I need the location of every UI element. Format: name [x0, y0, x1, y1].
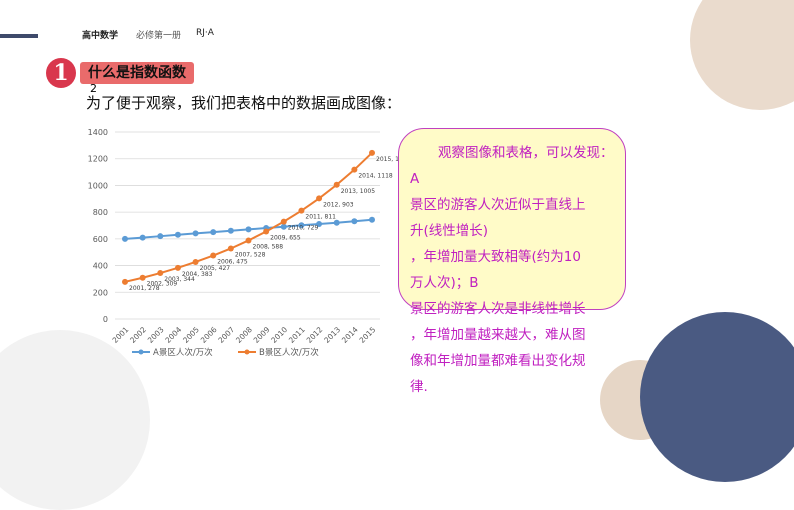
header-book: 必修第一册: [136, 31, 182, 41]
note-line: 景区的游客人次近似于直线上: [410, 197, 586, 213]
legend-label: A景区人次/万次: [153, 347, 213, 358]
x-tick-label: 2013: [322, 325, 342, 345]
x-tick-label: 2010: [269, 325, 289, 345]
legend-marker: [138, 349, 144, 355]
data-point: [122, 235, 128, 242]
x-tick-label: 2003: [146, 325, 166, 345]
data-point: [369, 216, 375, 223]
data-point: [298, 222, 305, 229]
note-line: 像和年增加量都难看出变化规: [410, 353, 586, 369]
note-line: 万人次)；B: [410, 275, 479, 291]
x-tick-label: 2015: [358, 325, 378, 345]
data-label: 2009, 655: [270, 235, 301, 242]
decor-circle-beige: [690, 0, 794, 110]
top-accent-bar: [0, 34, 38, 38]
y-tick-label: 1200: [88, 155, 108, 164]
legend-marker: [244, 349, 250, 355]
data-label: 2012, 903: [323, 201, 354, 208]
note-line: ，年增加量越来越大，难从图: [410, 327, 586, 343]
y-tick-label: 1400: [88, 128, 108, 137]
y-tick-label: 200: [93, 288, 108, 297]
header-edition: RJ·A: [196, 28, 214, 38]
data-label: 2004, 383: [182, 271, 213, 278]
y-tick-label: 1000: [88, 181, 108, 190]
x-tick-label: 2001: [111, 325, 131, 345]
data-label: 2003, 344: [164, 276, 195, 283]
data-point: [298, 207, 305, 214]
stray-mark: 2: [90, 82, 97, 95]
data-point: [263, 228, 270, 235]
data-label: 2010, 729: [288, 225, 319, 232]
note-line: 升(线性增长): [410, 223, 489, 239]
data-point: [245, 237, 252, 244]
data-point: [210, 252, 217, 259]
data-point: [351, 218, 358, 225]
data-point: [139, 234, 146, 241]
data-point: [333, 219, 340, 226]
data-point: [210, 229, 217, 236]
y-tick-label: 400: [93, 262, 108, 271]
data-label: 2014, 1118: [358, 173, 393, 180]
observation-text: 观察图像和表格，可以发现： A 景区的游客人次近似于直线上 升(线性增长) ，年…: [410, 140, 630, 400]
data-point: [122, 278, 128, 285]
y-tick-label: 600: [93, 235, 108, 244]
data-point: [192, 258, 199, 265]
note-line: 律.: [410, 379, 428, 395]
x-tick-label: 2005: [181, 325, 201, 345]
intro-text: 为了便于观察，我们把表格中的数据画成图像：: [86, 94, 402, 112]
data-label: 2015, 1244: [376, 156, 400, 163]
data-point: [280, 223, 287, 230]
data-point: [227, 227, 234, 234]
note-line: 景区的游客人次是非线性增长: [410, 301, 586, 317]
data-label: 2007, 528: [235, 251, 266, 258]
data-label: 2013, 1005: [341, 188, 376, 195]
data-point: [351, 166, 358, 173]
section-title: 什么是指数函数: [80, 62, 194, 84]
legend-label: B景区人次/万次: [259, 347, 319, 358]
data-label: 2006, 475: [217, 259, 248, 266]
data-point: [157, 233, 164, 240]
observation-box: [398, 128, 626, 310]
data-point: [192, 230, 199, 237]
line-chart: 0200400600800100012001400200120022003200…: [88, 128, 400, 358]
x-tick-label: 2014: [340, 325, 360, 345]
data-label: 2001, 278: [129, 285, 160, 292]
x-tick-label: 2011: [287, 325, 307, 345]
note-line: A: [410, 171, 420, 187]
data-point: [333, 181, 340, 188]
x-tick-label: 2009: [252, 325, 272, 345]
x-tick-label: 2008: [234, 325, 254, 345]
data-point: [157, 270, 164, 277]
note-line: ，年增加量大致相等(约为10: [410, 249, 581, 265]
data-label: 2002, 309: [147, 281, 178, 288]
x-tick-label: 2002: [128, 325, 148, 345]
data-label: 2005, 427: [200, 265, 231, 272]
data-point: [369, 149, 375, 156]
data-point: [174, 231, 181, 238]
header-subject: 高中数学: [82, 31, 119, 41]
data-point: [227, 245, 234, 252]
note-line: 观察图像和表格，可以发现：: [438, 145, 614, 161]
y-tick-label: 0: [103, 315, 108, 324]
data-point: [139, 274, 146, 281]
decor-circle-navy: [640, 312, 794, 482]
data-label: 2008, 588: [253, 243, 284, 250]
data-point: [245, 226, 252, 233]
x-tick-label: 2007: [216, 325, 236, 345]
x-tick-label: 2006: [199, 325, 219, 345]
section-number-badge: 1: [46, 58, 76, 88]
x-tick-label: 2012: [305, 325, 325, 345]
y-tick-label: 800: [93, 208, 108, 217]
data-label: 2011, 811: [305, 214, 336, 221]
data-point: [280, 218, 287, 225]
data-point: [316, 221, 323, 228]
data-point: [316, 195, 323, 202]
x-tick-label: 2004: [163, 325, 183, 345]
data-point: [174, 264, 181, 271]
